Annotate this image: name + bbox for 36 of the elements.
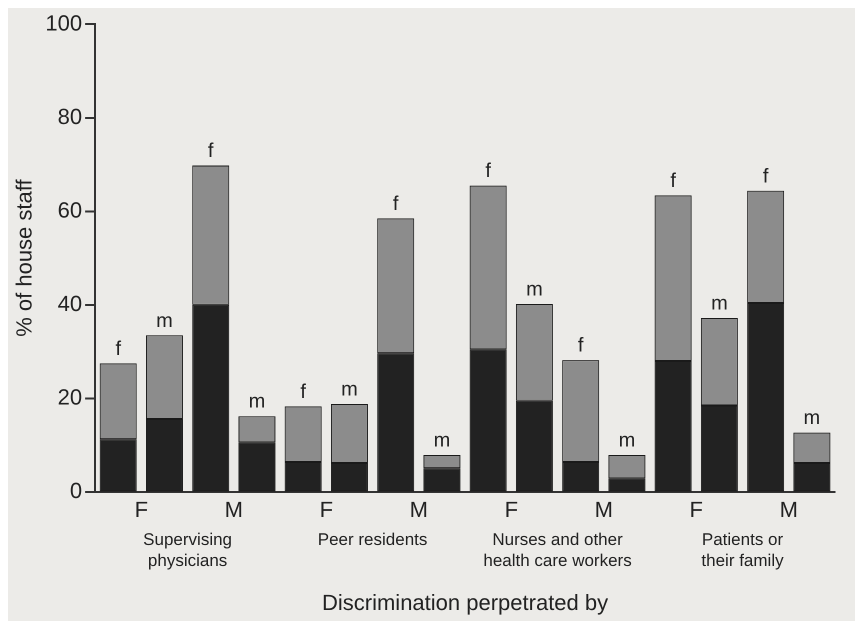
y-tick-label: 60 [58, 197, 82, 222]
text: Patients or their family [701, 530, 784, 570]
text: Nurses and other health care workers [483, 530, 632, 570]
text: f [115, 338, 122, 360]
series-label: f [392, 192, 399, 215]
x-axis-title: Discrimination perpetrated by [322, 590, 608, 615]
y-tick-label: 0 [70, 478, 82, 504]
y-tick-label: 20 [58, 384, 82, 410]
text: m [434, 430, 450, 452]
y-axis-title: % of house staff [11, 178, 36, 337]
text: f [578, 334, 584, 357]
text: f [485, 160, 491, 182]
text: F [690, 497, 703, 522]
text: f [208, 140, 214, 162]
text: M [410, 497, 428, 522]
y-tick-label: 40 [58, 290, 82, 316]
text: M [780, 497, 798, 522]
text: m [248, 390, 266, 413]
text: m [341, 378, 358, 401]
text: F [320, 497, 334, 522]
y-tick-label: 80 [58, 104, 82, 129]
series-label: m [156, 310, 173, 332]
text: m [618, 430, 636, 452]
text: M [594, 497, 613, 522]
text: m [804, 407, 820, 430]
text: f [762, 165, 768, 188]
text: F [504, 497, 518, 522]
text: m [526, 278, 543, 300]
text: f [670, 170, 676, 192]
text: m [711, 292, 728, 314]
text: Peer residents [318, 530, 428, 550]
text: Supervising physicians [143, 530, 232, 570]
y-tick-label: 100 [45, 10, 82, 36]
text: f [300, 380, 306, 403]
text: F [134, 497, 148, 522]
text: M [224, 497, 243, 522]
